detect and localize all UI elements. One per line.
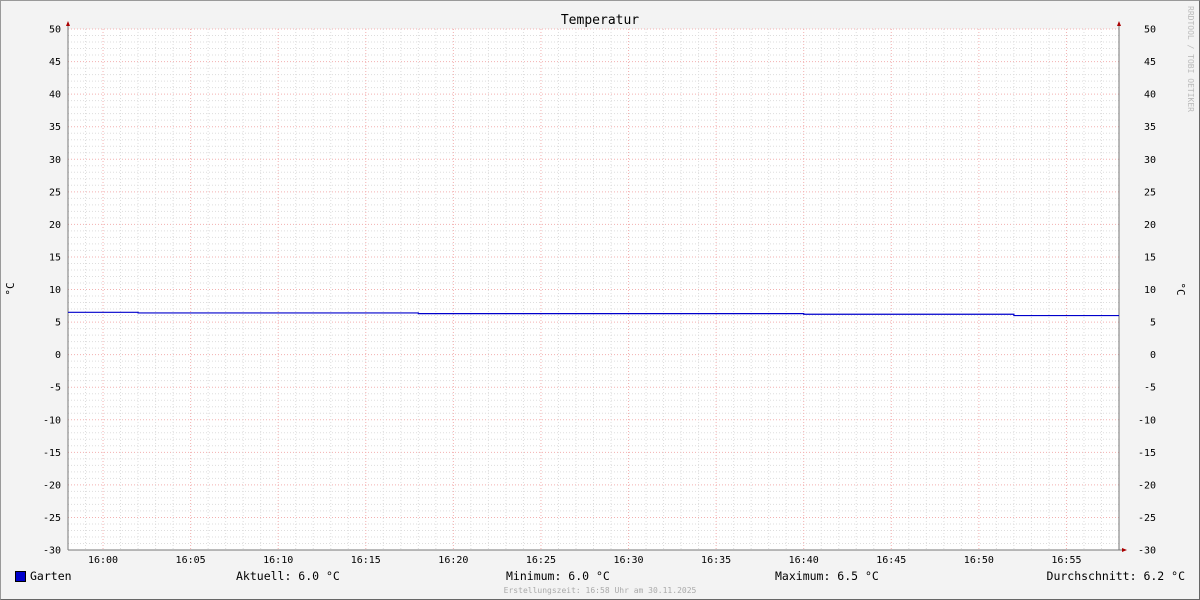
y-axis-label-right: °C — [1174, 282, 1187, 295]
y-tick-label-right: 15 — [1144, 252, 1156, 263]
legend-current: Aktuell: 6.0 °C — [236, 569, 340, 583]
legend-min: Minimum: 6.0 °C — [506, 569, 610, 583]
y-tick-label-right: 5 — [1150, 318, 1156, 329]
x-tick-label: 16:35 — [701, 555, 731, 566]
y-tick-label: 10 — [49, 285, 61, 296]
y-tick-label-right: -10 — [1138, 415, 1156, 426]
y-tick-label-right: 20 — [1144, 220, 1156, 231]
y-tick-label-right: 40 — [1144, 90, 1156, 101]
x-tick-label: 16:50 — [964, 555, 994, 566]
y-axis-label: °C — [4, 282, 17, 295]
y-tick-label: -20 — [43, 480, 61, 491]
x-tick-label: 16:20 — [438, 555, 468, 566]
x-tick-label: 16:45 — [876, 555, 906, 566]
x-tick-label: 16:05 — [176, 555, 206, 566]
axis-arrow-icon — [66, 21, 70, 26]
y-tick-label-right: 30 — [1144, 155, 1156, 166]
y-tick-label-right: 35 — [1144, 122, 1156, 133]
y-tick-label: 0 — [55, 350, 61, 361]
y-tick-label: 25 — [49, 187, 61, 198]
legend-series: Garten — [30, 569, 72, 583]
y-tick-label: 15 — [49, 252, 61, 263]
y-tick-label: 35 — [49, 122, 61, 133]
y-tick-label-right: -5 — [1144, 383, 1156, 394]
y-tick-label: 45 — [49, 57, 61, 68]
y-tick-label-right: -30 — [1138, 546, 1156, 557]
x-tick-label: 16:40 — [789, 555, 819, 566]
y-tick-label: -25 — [43, 513, 61, 524]
y-tick-label-right: -20 — [1138, 480, 1156, 491]
y-tick-label: 50 — [49, 25, 61, 36]
x-tick-label: 16:55 — [1051, 555, 1081, 566]
x-tick-label: 16:00 — [88, 555, 118, 566]
y-tick-label: 5 — [55, 318, 61, 329]
series-line-garten — [68, 311, 1119, 317]
x-tick-label: 16:15 — [351, 555, 381, 566]
y-tick-label: -15 — [43, 448, 61, 459]
x-tick-label: 16:25 — [526, 555, 556, 566]
y-tick-label: -5 — [49, 383, 61, 394]
watermark: RRDTOOL / TOBI OETIKER — [1186, 6, 1195, 112]
axis-arrow-icon — [1122, 548, 1127, 552]
y-tick-label-right: 50 — [1144, 25, 1156, 36]
y-tick-label: -30 — [43, 546, 61, 557]
legend-max: Maximum: 6.5 °C — [775, 569, 879, 583]
y-tick-label-right: 10 — [1144, 285, 1156, 296]
chart-title: Temperatur — [561, 13, 639, 28]
x-tick-label: 16:30 — [613, 555, 643, 566]
axis-arrow-icon — [1117, 21, 1121, 26]
y-tick-label: 40 — [49, 90, 61, 101]
y-tick-label-right: 25 — [1144, 187, 1156, 198]
y-tick-label-right: -25 — [1138, 513, 1156, 524]
y-tick-label: -10 — [43, 415, 61, 426]
y-tick-label: 30 — [49, 155, 61, 166]
y-tick-label: 20 — [49, 220, 61, 231]
y-tick-label-right: -15 — [1138, 448, 1156, 459]
y-tick-label-right: 45 — [1144, 57, 1156, 68]
footer-timestamp: Erstellungszeit: 16:58 Uhr am 30.11.2025 — [503, 586, 697, 595]
x-tick-label: 16:10 — [263, 555, 293, 566]
y-tick-label-right: 0 — [1150, 350, 1156, 361]
legend-swatch — [15, 571, 26, 582]
legend-avg: Durchschnitt: 6.2 °C — [1046, 569, 1185, 583]
